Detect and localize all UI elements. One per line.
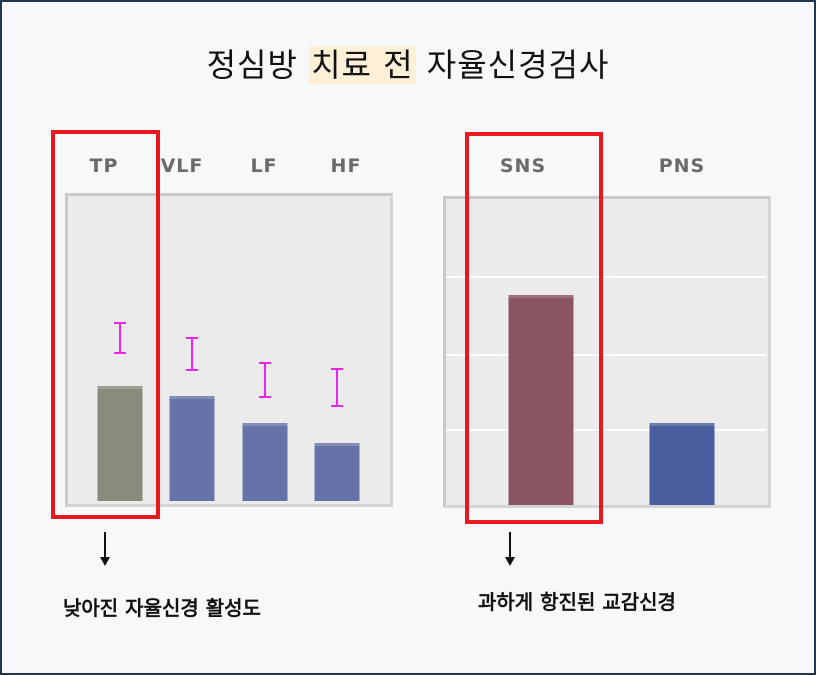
title-highlight: 치료 전 — [309, 46, 416, 84]
bar-top-highlight-tp — [97, 386, 143, 389]
tick-label-pns: PNS — [658, 155, 706, 177]
bar-tp — [97, 386, 143, 501]
bar-top-highlight-lf — [242, 423, 288, 426]
page-title: 정심방 치료 전 자율신경검사 — [0, 40, 816, 86]
highlight-box-tp — [51, 130, 160, 519]
arrow-down-icon — [100, 557, 110, 566]
bar-sns — [508, 295, 574, 505]
arrow-down-icon — [505, 557, 515, 566]
bar-lf — [242, 423, 288, 501]
bar-top-highlight-sns — [508, 295, 574, 298]
bar-top-highlight-vlf — [169, 396, 215, 399]
tick-label-vlf: VLF — [160, 155, 204, 177]
tick-label-hf: HF — [330, 155, 362, 177]
left-annotation: 낮아진 자율신경 활성도 — [63, 596, 261, 620]
bar-hf — [314, 443, 360, 501]
bar-vlf — [169, 396, 215, 501]
tick-label-sns: SNS — [499, 155, 547, 177]
bar-top-highlight-hf — [314, 443, 360, 446]
bar-pns — [649, 423, 715, 505]
highlight-box-sns — [465, 132, 603, 524]
title-before: 정심방 — [206, 46, 310, 84]
arrow-right-shaft — [509, 532, 511, 558]
bar-top-highlight-pns — [649, 423, 715, 426]
ans-balance-chart-panel — [443, 196, 771, 508]
tick-label-tp: TP — [89, 155, 119, 177]
arrow-left-shaft — [104, 532, 106, 558]
right-annotation: 과하게 항진된 교감신경 — [478, 590, 676, 614]
title-after: 자율신경검사 — [415, 46, 610, 84]
tick-label-lf: LF — [250, 155, 278, 177]
